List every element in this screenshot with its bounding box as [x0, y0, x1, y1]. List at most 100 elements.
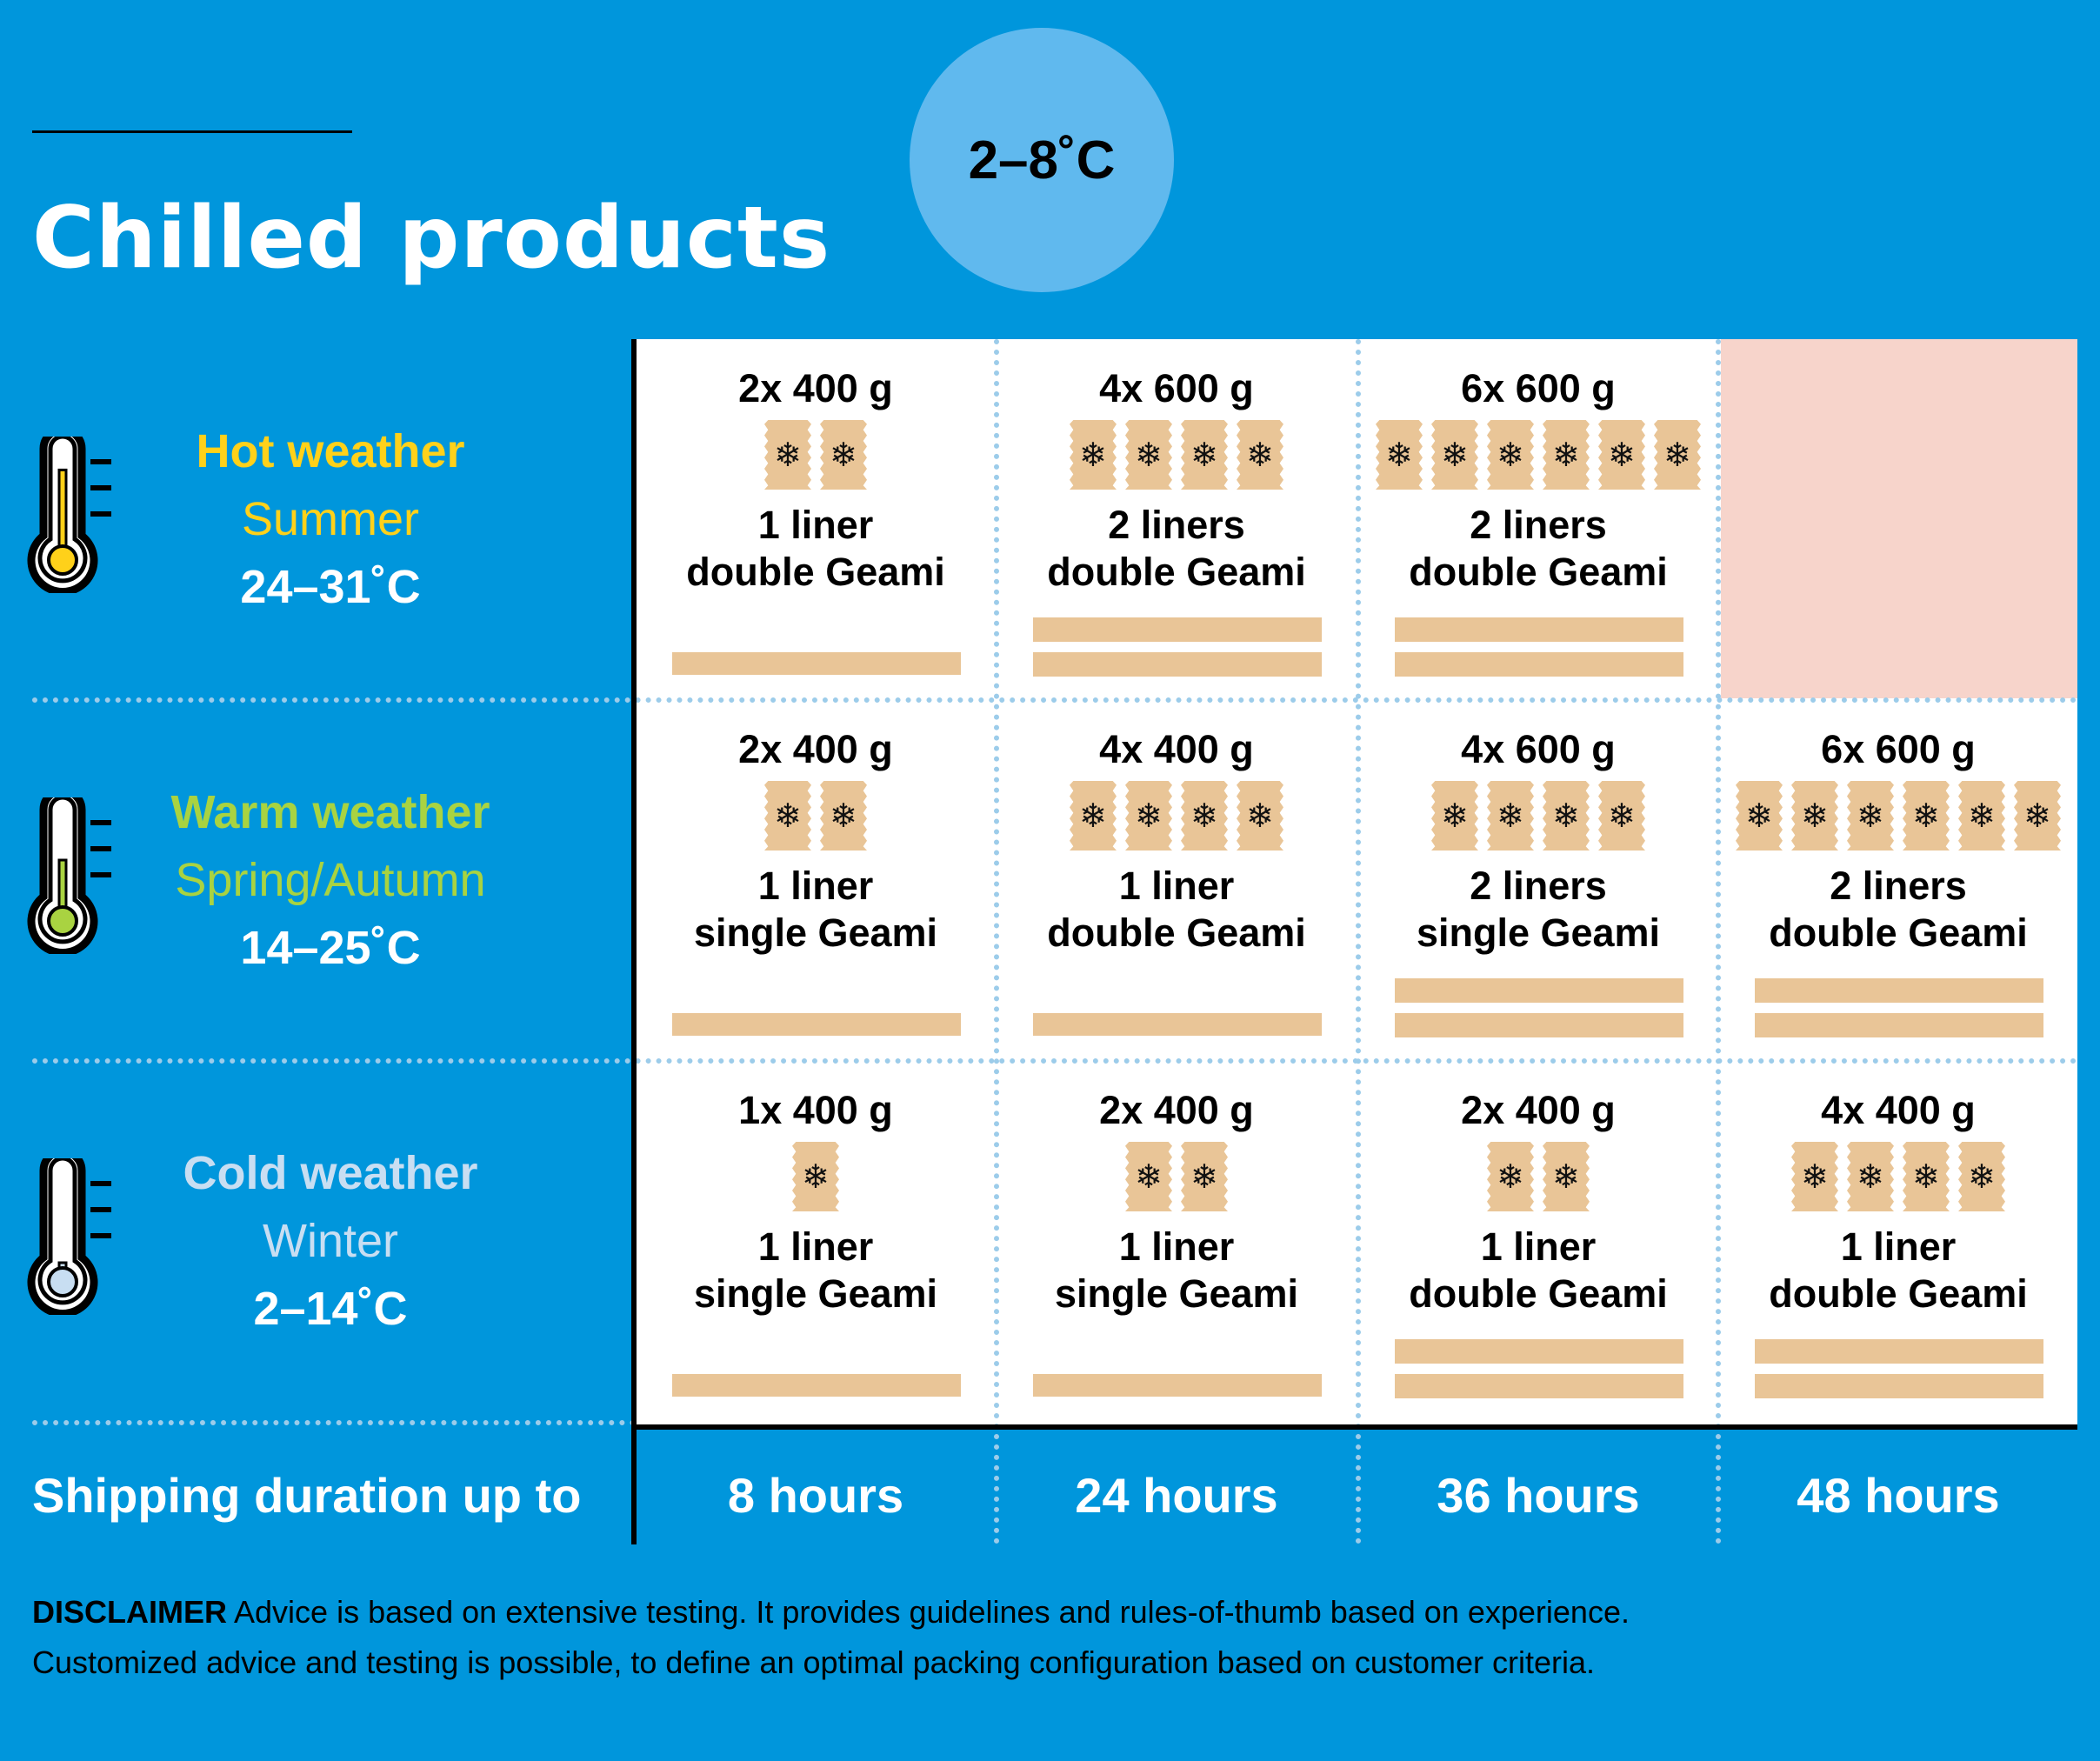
ice-pack-amount: 4x 400 g — [1099, 727, 1254, 771]
snowflake-icon: ❄ — [820, 781, 867, 850]
ice-pack-amount: 6x 600 g — [1821, 727, 1976, 771]
shipping-duration-label: Shipping duration up to — [32, 1468, 582, 1523]
disclaimer-text-1: Advice is based on extensive testing. It… — [234, 1594, 1630, 1630]
weather-range: 14–25˚C — [240, 922, 421, 974]
geami-bar — [1395, 652, 1683, 677]
liner-count: 1 liner — [757, 864, 874, 908]
weather-season: Summer — [241, 493, 420, 545]
snowflake-icon: ❄ — [792, 1142, 839, 1211]
snowflake-icon: ❄ — [820, 420, 867, 490]
duration-24h: 24 hours — [1075, 1468, 1278, 1523]
snowflake-icon: ❄ — [1958, 1142, 2005, 1211]
geami-type: double Geami — [1047, 911, 1306, 955]
ice-pack-amount: 4x 600 g — [1461, 727, 1616, 771]
ice-pack-amount: 2x 400 g — [1099, 1088, 1254, 1132]
packing-cell: 4x 600 g ❄ ❄ ❄ ❄ 2 liners single Geami — [1358, 700, 1718, 1061]
geami-type: double Geami — [1409, 550, 1668, 594]
ice-pack-row: ❄ ❄ ❄ ❄ — [997, 420, 1357, 490]
weather-name: Warm weather — [170, 786, 490, 838]
geami-bar — [672, 1374, 961, 1397]
snowflake-icon: ❄ — [1181, 1142, 1228, 1211]
duration-48h: 48 hours — [1797, 1468, 2000, 1523]
ice-pack-amount: 4x 600 g — [1099, 366, 1254, 410]
temperature-badge-text: 2–8˚C — [968, 130, 1116, 190]
geami-type: double Geami — [1409, 1271, 1668, 1316]
geami-bar — [1395, 1374, 1683, 1398]
row-separator — [32, 1420, 636, 1425]
ice-pack-row: ❄ ❄ ❄ ❄ ❄ ❄ — [1358, 420, 1718, 490]
thermometer-icon — [21, 1147, 117, 1317]
liner-count: 1 liner — [1840, 1224, 1957, 1269]
axis-horizontal — [631, 1424, 2077, 1430]
weather-label-2: Cold weather Winter 2–14˚C — [104, 1150, 557, 1332]
snowflake-icon: ❄ — [1903, 781, 1950, 850]
snowflake-icon: ❄ — [1487, 1142, 1534, 1211]
snowflake-icon: ❄ — [1791, 781, 1838, 850]
liner-count: 1 liner — [1118, 1224, 1235, 1269]
snowflake-icon: ❄ — [1070, 781, 1117, 850]
temperature-badge: 2–8˚C — [910, 28, 1174, 292]
snowflake-icon: ❄ — [1125, 781, 1172, 850]
page-title: Chilled products — [32, 189, 831, 288]
disclaimer: DISCLAIMER Advice is based on extensive … — [32, 1587, 2032, 1688]
liner-count: 2 liners — [1108, 503, 1245, 547]
snowflake-icon: ❄ — [1431, 781, 1478, 850]
weather-label-1: Warm weather Spring/Autumn 14–25˚C — [104, 789, 557, 971]
snowflake-icon: ❄ — [1736, 781, 1783, 850]
ice-pack-amount: 2x 400 g — [738, 727, 893, 771]
geami-bar — [1755, 1339, 2043, 1364]
disclaimer-text-2: Customized advice and testing is possibl… — [32, 1644, 1595, 1680]
snowflake-icon: ❄ — [1181, 781, 1228, 850]
ice-pack-row: ❄ ❄ — [636, 781, 996, 850]
geami-bar — [1755, 1374, 2043, 1398]
packing-cell: 4x 600 g ❄ ❄ ❄ ❄ 2 liners double Geami — [997, 339, 1357, 700]
geami-bar — [672, 1013, 961, 1036]
snowflake-icon: ❄ — [1543, 1142, 1590, 1211]
packing-cell: 4x 400 g ❄ ❄ ❄ ❄ 1 liner double Geami — [997, 700, 1357, 1061]
geami-type: single Geami — [693, 1271, 938, 1316]
snowflake-icon: ❄ — [1791, 1142, 1838, 1211]
duration-8h: 8 hours — [727, 1468, 904, 1523]
snowflake-icon: ❄ — [764, 420, 811, 490]
weather-season: Winter — [262, 1215, 398, 1267]
snowflake-icon: ❄ — [1181, 420, 1228, 490]
disclaimer-label: DISCLAIMER — [32, 1594, 227, 1630]
row-separator — [32, 697, 2077, 703]
snowflake-icon: ❄ — [1847, 1142, 1894, 1211]
geami-type: double Geami — [1769, 911, 2028, 955]
liner-count: 2 liners — [1470, 503, 1607, 547]
geami-bar — [1755, 1013, 2043, 1037]
ice-pack-row: ❄ ❄ — [1358, 1142, 1718, 1211]
ice-pack-amount: 4x 400 g — [1821, 1088, 1976, 1132]
snowflake-icon: ❄ — [1598, 781, 1645, 850]
packing-cell: 6x 600 g ❄ ❄ ❄ ❄ ❄ ❄ 2 liners double Geami — [1358, 339, 1718, 700]
cell-unavailable — [1721, 339, 2077, 698]
ice-pack-amount: 1x 400 g — [738, 1088, 893, 1132]
thermometer-icon — [21, 786, 117, 957]
snowflake-icon: ❄ — [1543, 420, 1590, 490]
weather-range: 24–31˚C — [240, 561, 421, 613]
geami-bar — [1395, 978, 1683, 1003]
liner-count: 1 liner — [1480, 1224, 1597, 1269]
snowflake-icon: ❄ — [1237, 420, 1283, 490]
weather-season: Spring/Autumn — [175, 854, 486, 906]
column-separator — [1716, 339, 1721, 1544]
ice-pack-row: ❄ ❄ ❄ ❄ — [1358, 781, 1718, 850]
packing-cell: 2x 400 g ❄ ❄ 1 liner single Geami — [636, 700, 996, 1061]
geami-bar — [1033, 617, 1322, 642]
snowflake-icon: ❄ — [1125, 1142, 1172, 1211]
packing-cell: 6x 600 g ❄ ❄ ❄ ❄ ❄ ❄ 2 liners double Geami — [1718, 700, 2078, 1061]
geami-bar — [1395, 1339, 1683, 1364]
snowflake-icon: ❄ — [1598, 420, 1645, 490]
geami-bar — [1033, 1374, 1322, 1397]
ice-pack-amount: 2x 400 g — [1461, 1088, 1616, 1132]
snowflake-icon: ❄ — [1487, 781, 1534, 850]
ice-pack-amount: 6x 600 g — [1461, 366, 1616, 410]
snowflake-icon: ❄ — [1487, 420, 1534, 490]
packing-cell: 2x 400 g ❄ ❄ 1 liner double Geami — [636, 339, 996, 700]
snowflake-icon: ❄ — [1431, 420, 1478, 490]
snowflake-icon: ❄ — [2014, 781, 2061, 850]
liner-count: 2 liners — [1470, 864, 1607, 908]
geami-bar — [1755, 978, 2043, 1003]
row-separator — [32, 1058, 2077, 1064]
